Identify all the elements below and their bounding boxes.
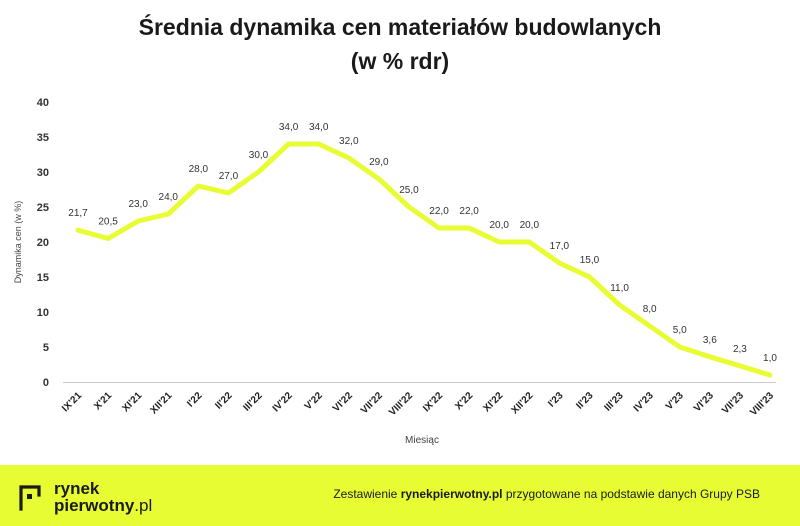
data-point: [317, 142, 321, 146]
data-point: [196, 184, 200, 188]
y-tick-label: 25: [37, 202, 49, 214]
data-label: 3,6: [703, 335, 717, 346]
data-point: [678, 345, 682, 349]
x-tick-label: XII'21: [148, 390, 174, 416]
logo[interactable]: rynek pierwotny.pl: [18, 477, 152, 517]
data-label: 5,0: [673, 325, 687, 336]
data-point: [136, 219, 140, 223]
x-tick-label: I'22: [185, 390, 205, 410]
data-label: 8,0: [643, 304, 657, 315]
x-tick-label: IV'23: [632, 390, 656, 414]
data-label: 20,0: [520, 220, 540, 231]
data-label: 17,0: [550, 241, 570, 252]
data-label: 28,0: [189, 164, 209, 175]
data-label: 25,0: [399, 185, 419, 196]
series-line: [75, 141, 773, 378]
x-tick-label: II'22: [213, 390, 235, 412]
x-tick-label: VI'23: [692, 390, 716, 414]
logo-word1: rynek: [54, 479, 100, 498]
x-tick-label: III'23: [602, 390, 626, 414]
data-label: 20,0: [489, 220, 509, 231]
logo-word2: pierwotny: [54, 496, 135, 515]
data-point: [768, 373, 772, 377]
data-point: [407, 205, 411, 209]
data-label: 22,0: [429, 206, 449, 217]
logo-suffix: .pl: [134, 496, 153, 515]
x-tick-label: VIII'22: [387, 390, 415, 418]
data-point: [618, 303, 622, 307]
data-point: [587, 275, 591, 279]
data-point: [708, 355, 712, 359]
data-label: 29,0: [369, 157, 389, 168]
x-tick-label: XII'22: [509, 390, 535, 416]
x-tick-label: X'21: [92, 390, 114, 412]
x-tick-label: IX'21: [60, 390, 84, 414]
data-label: 11,0: [610, 283, 629, 294]
data-label: 2,3: [733, 344, 747, 355]
chart-title: Średnia dynamika cen materiałów budowlan…: [0, 10, 800, 78]
data-label: 34,0: [309, 122, 329, 133]
x-tick-label: IX'22: [421, 390, 445, 414]
data-point: [527, 240, 531, 244]
chart-title-line1: Średnia dynamika cen materiałów budowlan…: [138, 14, 662, 40]
data-point: [437, 226, 441, 230]
y-tick-label: 0: [43, 377, 49, 389]
data-label: 1,0: [763, 353, 777, 364]
data-point: [166, 212, 170, 216]
data-label: 15,0: [580, 255, 600, 266]
data-label: 34,0: [279, 122, 299, 133]
data-point: [377, 177, 381, 181]
data-label: 24,0: [159, 192, 179, 203]
footer-bar: rynek pierwotny.pl Zestawienie rynekpier…: [0, 465, 800, 526]
data-point: [226, 191, 230, 195]
x-tick-label: XI'21: [120, 390, 144, 414]
data-label: 30,0: [249, 150, 269, 161]
credit-suffix: przygotowane na podstawie danych Grupy P…: [502, 487, 760, 501]
data-point: [497, 240, 501, 244]
data-point: [648, 324, 652, 328]
x-tick-label: VI'22: [331, 390, 355, 414]
data-point: [287, 142, 291, 146]
y-tick-label: 10: [37, 307, 49, 319]
logo-text: rynek pierwotny.pl: [54, 480, 152, 514]
y-tick-label: 20: [37, 237, 49, 249]
credit-brand: rynekpierwotny.pl: [400, 487, 503, 501]
data-point: [557, 261, 561, 265]
data-label: 32,0: [339, 136, 359, 147]
x-tick-label: V'22: [303, 390, 325, 412]
credit-prefix: Zestawienie: [333, 487, 401, 501]
data-point: [347, 156, 351, 160]
y-tick-label: 5: [43, 342, 49, 354]
y-tick-label: 15: [37, 272, 49, 284]
x-tick-label: IV'22: [271, 390, 295, 414]
data-point: [106, 237, 110, 240]
y-axis-label: Dynamika cen (w %): [13, 201, 23, 284]
logo-mark-icon: [19, 485, 41, 511]
chart-title-line2: (w % rdr): [350, 48, 450, 74]
data-label: 23,0: [128, 199, 148, 210]
data-label: 27,0: [219, 171, 239, 182]
x-tick-label: II'23: [574, 390, 596, 412]
x-tick-label: XI'22: [481, 390, 505, 414]
x-tick-label: VIII'23: [748, 390, 776, 418]
x-axis-label: Miesiąc: [405, 435, 439, 446]
line-chart: 0 5 10 15 20 25 30 35 40 Dynamika cen (w %) Miesią…: [13, 97, 777, 446]
data-point: [76, 228, 80, 232]
x-tick-label: V'23: [664, 390, 686, 412]
y-tick-label: 40: [37, 97, 49, 109]
x-tick-label: VII'23: [720, 390, 746, 416]
source-credit: Zestawienie rynekpierwotny.pl przygotowa…: [333, 487, 760, 501]
data-label: 21,7: [68, 208, 88, 219]
data-point: [738, 364, 742, 368]
data-label: 20,5: [98, 217, 118, 228]
x-tick-label: VII'22: [359, 390, 385, 416]
data-label: 22,0: [459, 206, 479, 217]
x-tick-label: III'22: [241, 390, 265, 414]
data-point: [257, 170, 261, 174]
x-tick-label: I'23: [546, 390, 566, 410]
data-point: [467, 226, 471, 230]
x-tick-label: X'22: [453, 390, 475, 412]
y-tick-label: 35: [37, 132, 49, 144]
y-tick-label: 30: [37, 167, 49, 179]
